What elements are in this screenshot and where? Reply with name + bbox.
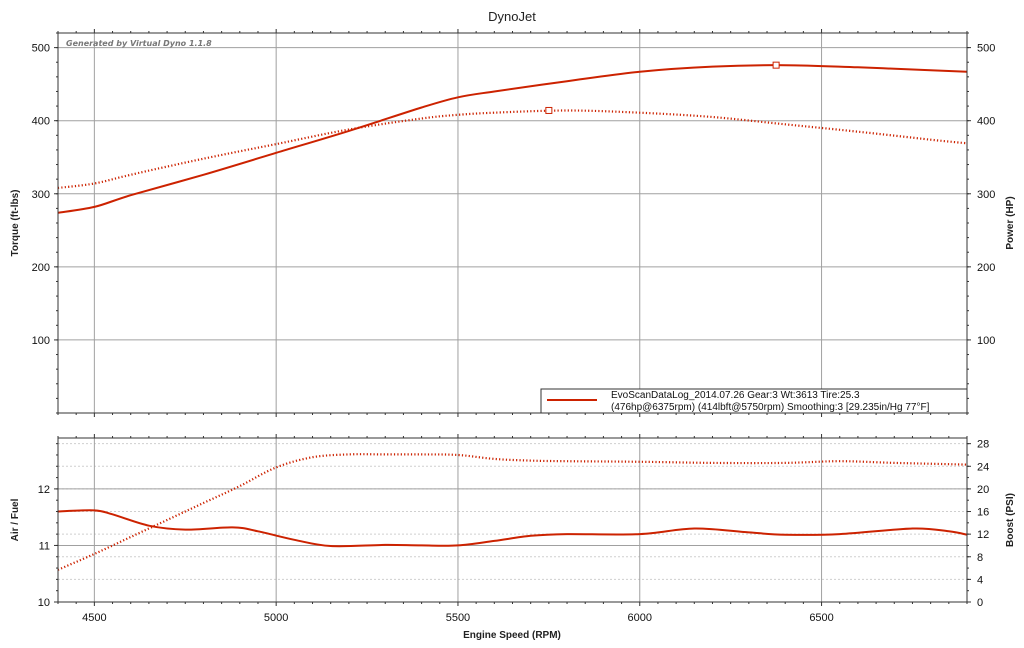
y-left-tick-label: 500 (32, 43, 50, 55)
y-right-tick-label: 16 (977, 507, 989, 519)
power-torque-series (57, 61, 968, 214)
air-fuel-line (57, 509, 968, 548)
air-fuel-axis-label: Air / Fuel (10, 498, 21, 541)
power-peak-marker (772, 61, 780, 69)
power-axis-label: Power (HP) (1005, 196, 1016, 249)
y-right-tick-label: 400 (977, 116, 995, 128)
torque-axis-label: Torque (ft-lbs) (10, 189, 21, 256)
chart-title: DynoJet (488, 9, 536, 24)
x-tick-label: 5500 (446, 612, 470, 624)
torque-peak-marker (545, 106, 553, 114)
x-tick-label: 6500 (809, 612, 833, 624)
y-left-tick-label: 11 (39, 540, 50, 552)
y-right-tick-label: 12 (977, 529, 989, 541)
y-left-tick-label: 400 (32, 116, 50, 128)
y-right-tick-label: 100 (977, 335, 995, 347)
x-axis-label: Engine Speed (RPM) (463, 630, 561, 641)
x-tick-label: 6000 (628, 612, 652, 624)
legend-line-1: EvoScanDataLog_2014.07.26 Gear:3 Wt:3613… (611, 390, 860, 401)
y-right-tick-label: 0 (977, 597, 983, 609)
afr-boost-plot-frame (57, 437, 968, 603)
y-left-tick-label: 300 (32, 189, 50, 201)
x-tick-label: 5000 (264, 612, 288, 624)
y-left-tick-label: 100 (32, 335, 50, 347)
legend-line-2: (476hp@6375rpm) (414lbft@5750rpm) Smooth… (611, 402, 930, 413)
torque-line (57, 109, 968, 189)
legend-box (540, 388, 968, 414)
y-right-tick-label: 8 (977, 552, 983, 564)
power-line (57, 64, 968, 214)
y-left-tick-label: 10 (38, 597, 50, 609)
power-torque-ticks: 100 200 300 400 500 100 200 300 400 500 (32, 29, 995, 417)
afr-boost-ticks: 10 11 12 0 4 8 12 16 20 24 28 4500 5000 5500 6000 6500 (38, 434, 989, 624)
watermark-text: Generated by Virtual Dyno 1.1.8 (66, 39, 212, 48)
afr-boost-series (57, 453, 968, 571)
power-torque-plot-frame (57, 32, 968, 414)
y-right-tick-label: 200 (977, 262, 995, 274)
y-right-tick-label: 28 (977, 439, 989, 451)
y-right-tick-label: 24 (977, 461, 989, 473)
power-torque-panel: Generated by Virtual Dyno 1.1.8 100 200 30… (10, 29, 1016, 417)
afr-boost-grid (58, 438, 967, 603)
y-right-tick-label: 300 (977, 189, 995, 201)
y-left-tick-label: 12 (38, 484, 50, 496)
y-right-tick-label: 500 (977, 43, 995, 55)
y-right-tick-label: 20 (977, 484, 989, 496)
x-tick-label: 4500 (82, 612, 106, 624)
y-left-tick-label: 200 (32, 262, 50, 274)
boost-axis-label: Boost (PSI) (1005, 493, 1016, 547)
power-torque-grid (58, 33, 967, 413)
y-right-tick-label: 4 (977, 574, 983, 586)
legend: EvoScanDataLog_2014.07.26 Gear:3 Wt:3613… (540, 388, 968, 414)
